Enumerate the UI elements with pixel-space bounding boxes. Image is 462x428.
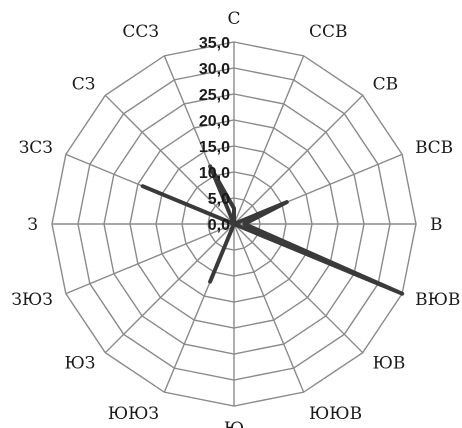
grid-spoke-1 xyxy=(233,55,305,225)
tick-label: 30,0 xyxy=(199,61,230,78)
grid-spoke-14 xyxy=(104,94,235,225)
tick-label: 25,0 xyxy=(199,87,230,104)
tick-label: 20,0 xyxy=(199,113,230,130)
direction-label-6: ЮВ xyxy=(373,354,406,374)
direction-label-11: ЗЮЗ xyxy=(11,290,52,310)
direction-label-14: СЗ xyxy=(72,74,96,94)
series-line-0 xyxy=(140,164,405,296)
direction-label-13: ЗСЗ xyxy=(19,138,53,158)
direction-label-0: С xyxy=(227,9,240,29)
tick-label: 15,0 xyxy=(199,139,230,156)
tick-label: 5,0 xyxy=(208,191,230,208)
tick-labels: 0,0 5,0 10,0 15,0 20,0 25,0 30,0 35,0 xyxy=(199,35,230,234)
grid-spoke-10 xyxy=(104,223,235,354)
direction-label-10: ЮЗ xyxy=(65,354,96,374)
grid-spoke-6 xyxy=(233,223,364,354)
direction-label-7: ЮЮВ xyxy=(309,404,362,424)
tick-label: 35,0 xyxy=(199,35,230,52)
direction-label-5: ВЮВ xyxy=(415,290,460,310)
tick-label: 10,0 xyxy=(199,165,230,182)
direction-label-2: СВ xyxy=(373,74,399,94)
direction-label-1: ССВ xyxy=(309,22,348,42)
direction-label-4: В xyxy=(430,215,443,235)
direction-label-8: Ю xyxy=(224,419,244,428)
tick-label: 0,0 xyxy=(208,217,230,234)
direction-label-9: ЮЮЗ xyxy=(108,404,159,424)
direction-label-12: З xyxy=(27,215,38,235)
direction-labels: С ССВ СВ ВСВ В ВЮВ ЮВ ЮЮВ Ю ЮЮЗ ЮЗ ЗЮЗ З ЗСЗ СЗ ССЗ xyxy=(11,9,460,428)
direction-label-15: ССЗ xyxy=(122,22,159,42)
grid-spoke-11 xyxy=(65,223,235,295)
direction-label-3: ВСВ xyxy=(415,138,453,158)
series-layer xyxy=(140,164,405,296)
grid-spoke-7 xyxy=(233,223,305,393)
grid-spoke-2 xyxy=(233,94,364,225)
